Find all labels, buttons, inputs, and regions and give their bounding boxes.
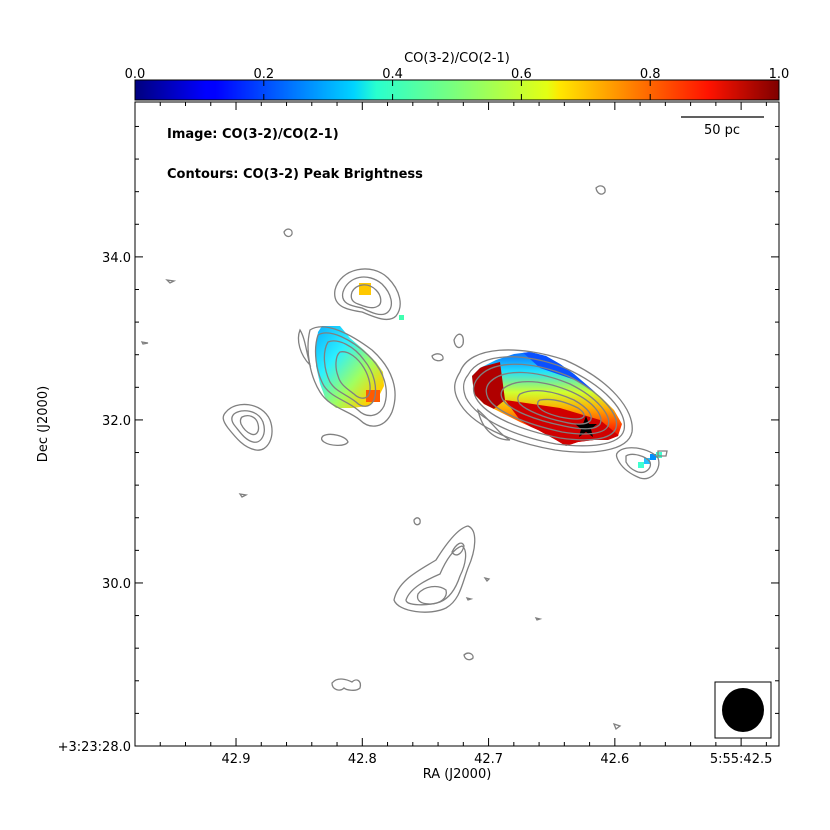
ratio-image-southeast: [638, 452, 662, 468]
image-label: Image: CO(3-2)/CO(2-1): [167, 127, 339, 142]
y-tick-label: 30.0: [102, 577, 131, 592]
colorbar-label: CO(3-2)/CO(2-1): [404, 51, 510, 66]
contour-label: Contours: CO(3-2) Peak Brightness: [167, 167, 423, 182]
scale-bar: 50 pc: [681, 116, 764, 138]
x-tick-label: 42.8: [348, 752, 377, 767]
plot-frame: [135, 102, 779, 746]
colorbar-tick-label: 0.4: [382, 67, 403, 82]
colorbar-tick-label: 0.0: [125, 67, 146, 82]
y-tick-label: 34.0: [102, 251, 131, 266]
ratio-pixel-north: [359, 283, 371, 295]
x-tick-label: 42.9: [222, 752, 251, 767]
colorbar-tick-label: 0.6: [511, 67, 532, 82]
x-tick-label: 42.6: [600, 752, 629, 767]
axis-ticks: [134, 102, 779, 747]
x-tick-label: 42.7: [474, 752, 503, 767]
x-tick-label: 5:55:42.5: [710, 752, 773, 767]
peak-star-marker: [575, 416, 597, 437]
x-axis-title: RA (J2000): [423, 767, 492, 782]
contours: [140, 185, 668, 731]
y-tick-label: 32.0: [102, 414, 131, 429]
colorbar-tick-label: 1.0: [769, 67, 790, 82]
y-axis-title: Dec (J2000): [36, 386, 51, 462]
y-tick-labels: +3:23:28.0 30.0 32.0 34.0: [58, 251, 131, 755]
beam-ellipse: [722, 688, 764, 732]
beam-indicator: [714, 681, 772, 739]
colorbar-gradient: [134, 79, 780, 101]
colorbar-tick-label: 0.8: [640, 67, 661, 82]
y-tick-label: +3:23:28.0: [58, 740, 131, 755]
colorbar: CO(3-2)/CO(2-1) 0.0 0.2 0.4 0.6 0.8 1.0: [125, 51, 790, 101]
colorbar-ticks: 0.0 0.2 0.4 0.6 0.8 1.0: [125, 67, 790, 100]
ratio-pixel-north-small: [399, 315, 404, 320]
plot-border: [134, 101, 780, 747]
scale-bar-label: 50 pc: [704, 123, 740, 138]
plot-area: Image: CO(3-2)/CO(2-1) Contours: CO(3-2)…: [134, 101, 780, 747]
colorbar-tick-label: 0.2: [253, 67, 274, 82]
x-tick-labels: 42.9 42.8 42.7 42.6 5:55:42.5: [222, 752, 773, 767]
